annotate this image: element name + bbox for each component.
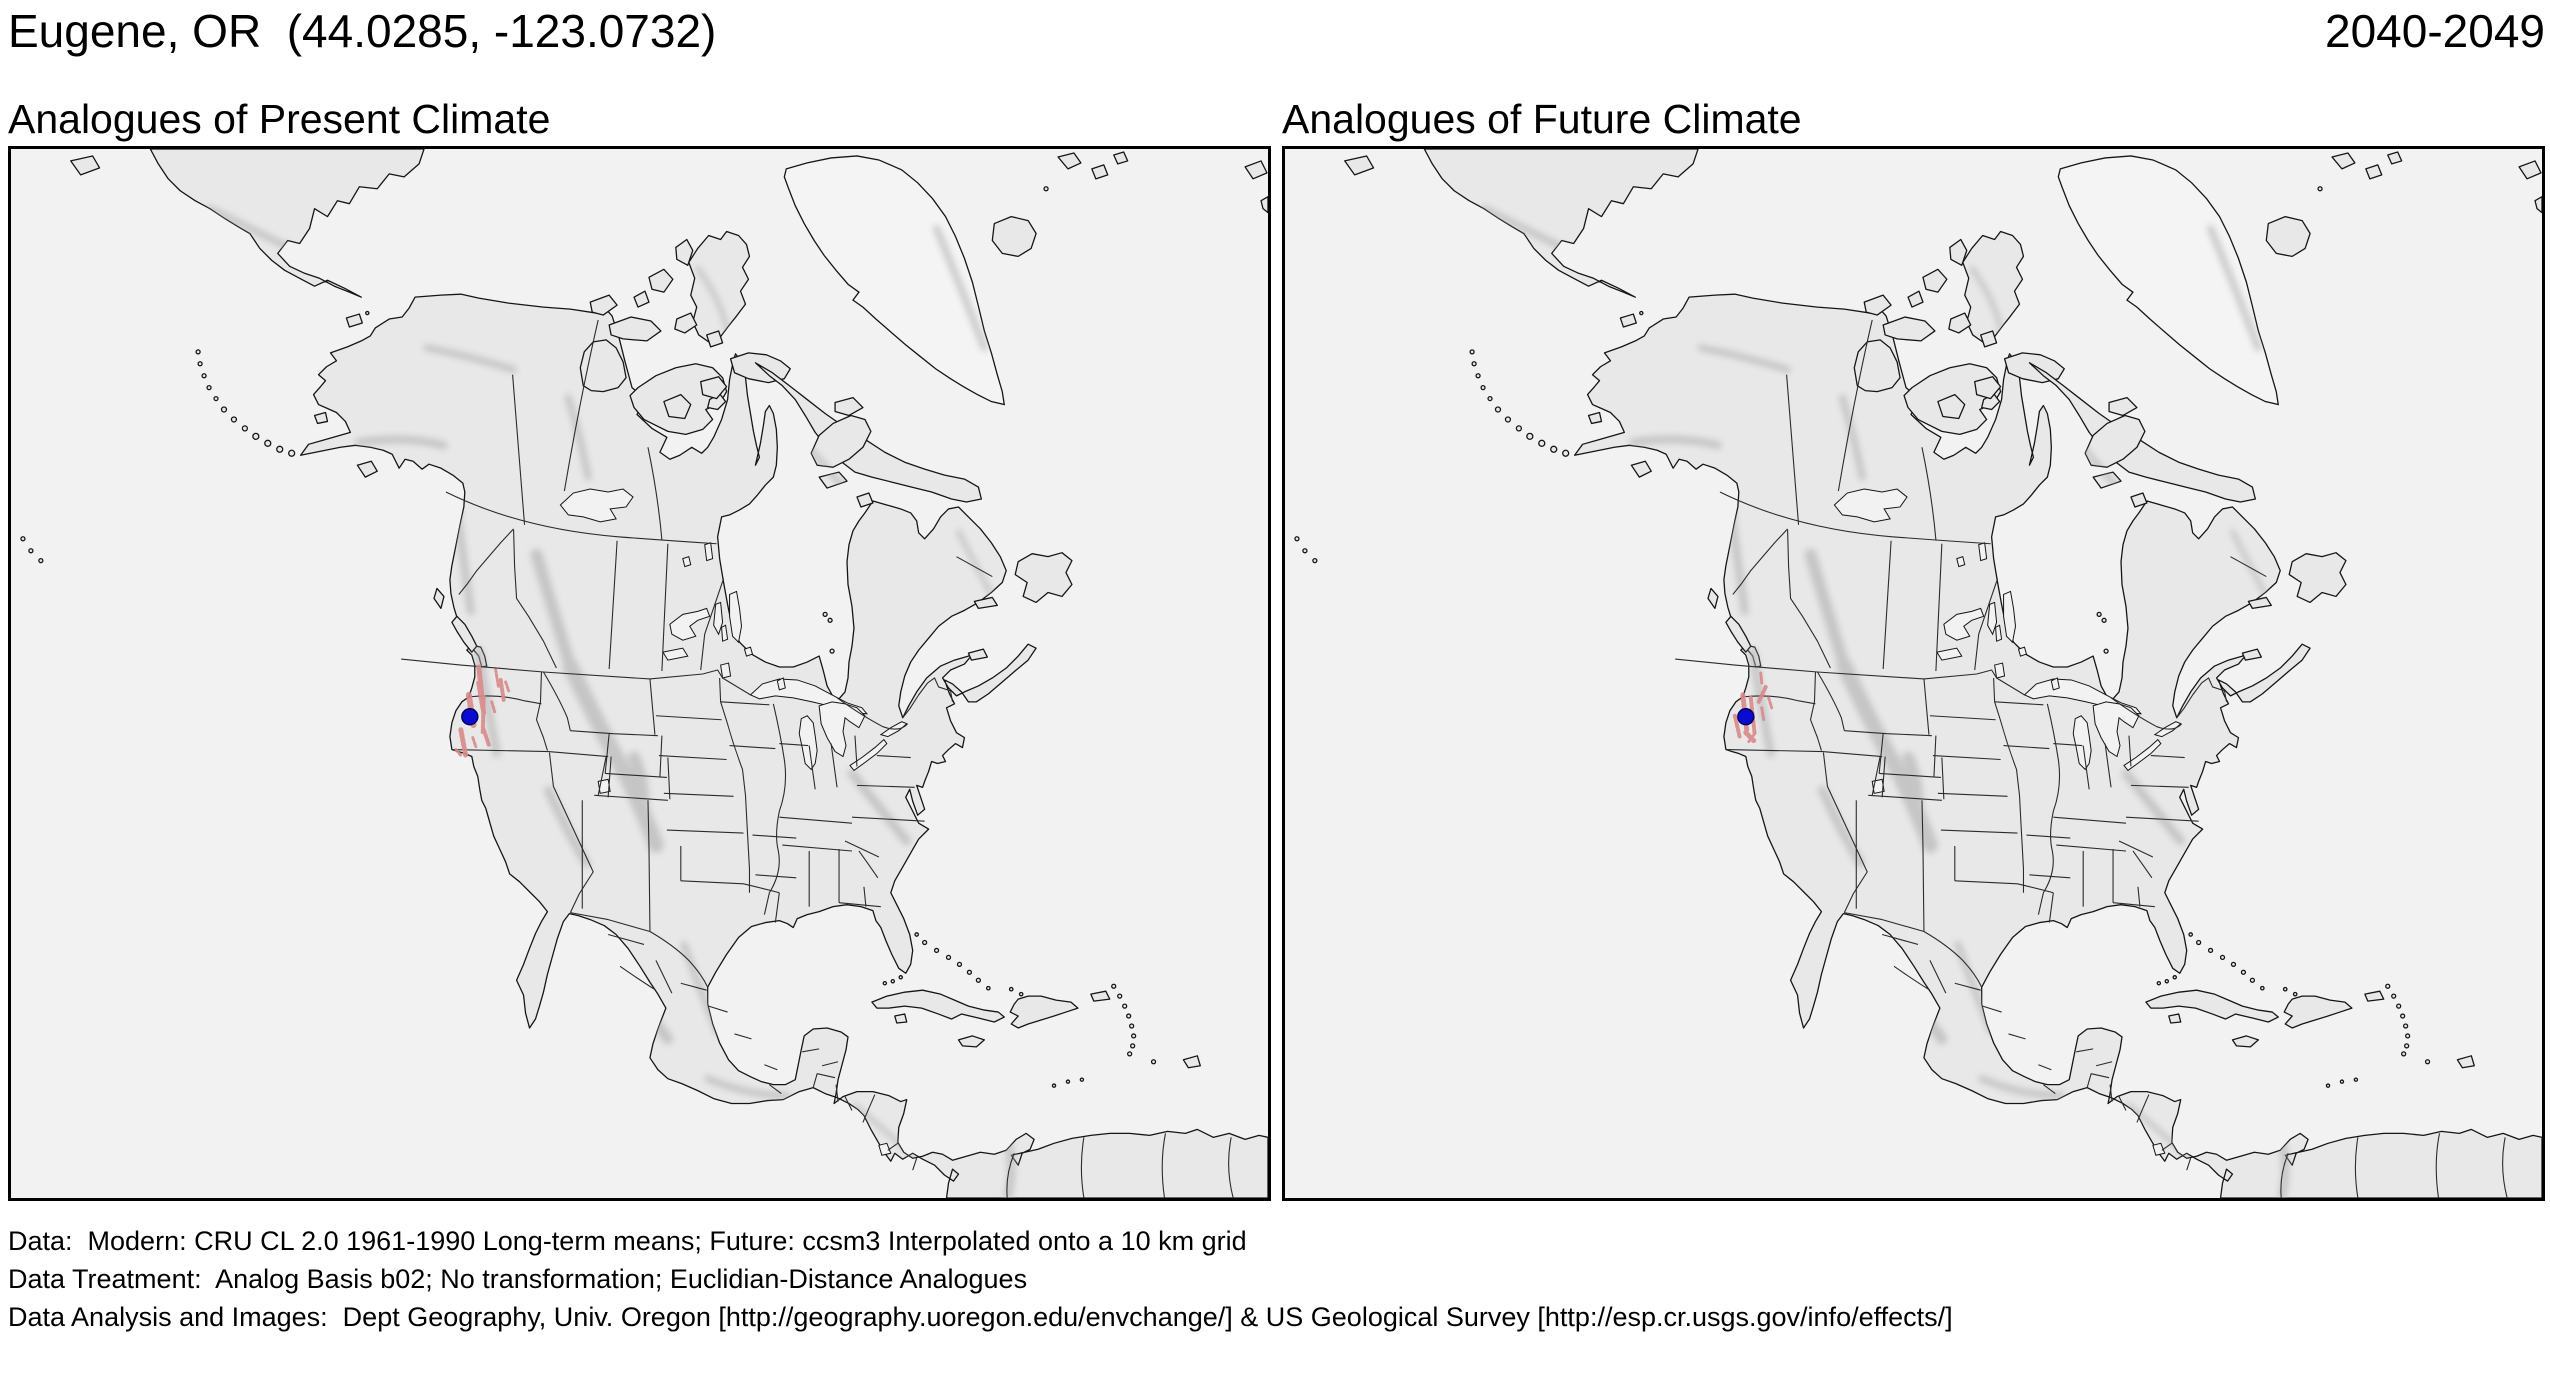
map-title-present: Analogues of Present Climate xyxy=(8,96,551,142)
title-bar: Eugene, OR (44.0285, -123.0732) 2040-204… xyxy=(0,0,2550,60)
political-borders xyxy=(1675,319,2508,1198)
landmass xyxy=(20,149,1268,1198)
figure-footer: Data: Modern: CRU CL 2.0 1961-1990 Long-… xyxy=(8,1222,1953,1336)
location-marker xyxy=(1737,708,1755,726)
map-title-future: Analogues of Future Climate xyxy=(1282,96,1802,142)
map-svg xyxy=(11,149,1268,1198)
period-label: 2040-2049 xyxy=(2325,5,2545,57)
location-marker xyxy=(461,708,479,726)
political-borders xyxy=(401,319,1234,1198)
landmass xyxy=(1294,149,2542,1198)
greenland-icecap xyxy=(783,155,1006,406)
greenland-icecap xyxy=(2057,155,2280,406)
map-svg xyxy=(1285,149,2542,1198)
lakes xyxy=(559,488,908,1156)
page-title: Eugene, OR (44.0285, -123.0732) xyxy=(8,5,717,57)
footer-data-line: Data: Modern: CRU CL 2.0 1961-1990 Long-… xyxy=(8,1226,1247,1256)
lakes xyxy=(1833,488,2182,1156)
footer-treatment-line: Data Treatment: Analog Basis b02; No tra… xyxy=(8,1264,1028,1294)
map-analogues-present xyxy=(8,146,1271,1201)
map-analogues-future xyxy=(1282,146,2545,1201)
footer-credits-line: Data Analysis and Images: Dept Geography… xyxy=(8,1302,1953,1332)
